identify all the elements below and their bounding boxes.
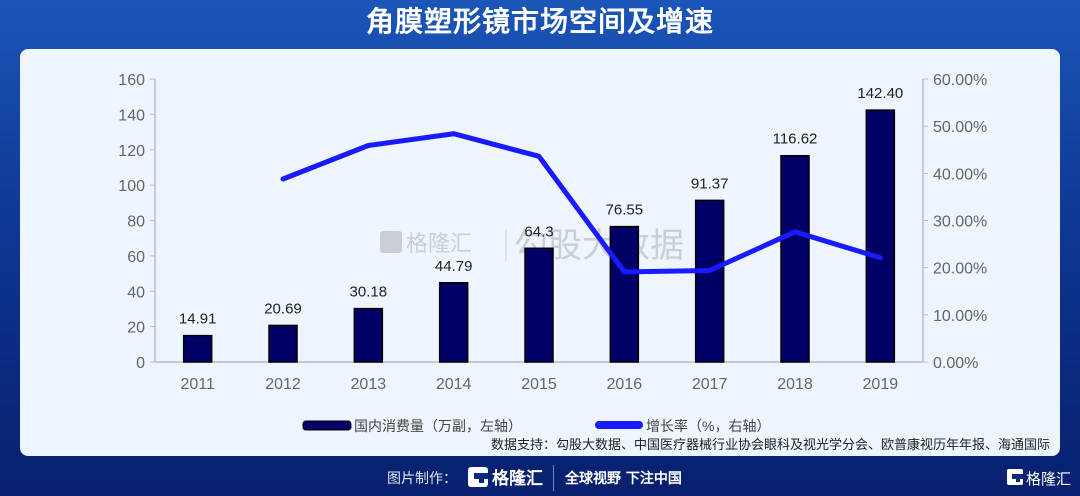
svg-text:格隆汇: 格隆汇 <box>492 468 543 488</box>
chart-panel: 格隆汇 勾股大数据 0 20 40 60 80 100 120 140 160 0.00% 10.00%… <box>20 49 1060 456</box>
made-by-label: 图片制作： <box>387 471 457 487</box>
page-title: 角膜塑形镜市场空间及增速 <box>365 5 714 38</box>
left-tick-label: 120 <box>118 143 145 160</box>
right-tick-label: 20.00% <box>933 261 987 278</box>
footer-divider <box>553 465 554 491</box>
bar <box>609 225 640 363</box>
x-tick-label: 2011 <box>180 376 215 393</box>
chart: 格隆汇 勾股大数据0204060801001201401600.00%10.00%… <box>118 72 1050 452</box>
bar <box>268 324 298 363</box>
slogan: 全球视野 下注中国 <box>565 471 682 487</box>
x-tick-label: 2012 <box>265 376 301 393</box>
bar <box>438 282 469 363</box>
right-tick-label: 30.00% <box>933 214 987 231</box>
growth-rate-line <box>280 131 883 275</box>
svg-text:格隆汇: 格隆汇 <box>406 231 472 256</box>
bar <box>780 154 810 363</box>
bar <box>694 199 725 363</box>
bar <box>865 109 896 363</box>
right-tick-label: 50.00% <box>933 119 987 136</box>
left-tick-label: 100 <box>118 178 145 195</box>
x-tick-label: 2016 <box>607 376 643 393</box>
bar-value-label: 116.62 <box>773 131 818 148</box>
x-tick-label: 2017 <box>692 376 728 393</box>
x-tick-label: 2018 <box>777 376 813 393</box>
left-tick-label: 40 <box>127 284 145 301</box>
x-tick-label: 2015 <box>521 376 557 393</box>
legend-bar-label: 国内消费量（万副，左轴） <box>354 418 522 434</box>
bar-value-label: 64.3 <box>524 223 553 240</box>
bar-value-label: 76.55 <box>606 202 644 219</box>
right-tick-label: 40.00% <box>933 166 987 183</box>
source-note: 数据支持：勾股大数据、中国医疗器械行业协会眼科及视光学分会、欧普康视历年年报、海… <box>491 437 1050 452</box>
gelonghui-logo-icon: 格隆汇 <box>468 467 543 488</box>
svg-text:格隆汇: 格隆汇 <box>1026 471 1071 488</box>
bar-value-label: 30.18 <box>350 284 388 301</box>
bar-value-label: 20.69 <box>264 300 302 317</box>
bar-value-label: 91.37 <box>691 175 729 192</box>
bar-value-label: 142.40 <box>857 85 903 102</box>
right-tick-label: 10.00% <box>933 308 987 325</box>
left-tick-label: 80 <box>127 214 145 231</box>
left-tick-label: 60 <box>127 249 145 266</box>
gelonghui-logo-right-icon: 格隆汇 <box>1007 469 1071 488</box>
left-tick-label: 20 <box>127 320 145 337</box>
x-tick-label: 2014 <box>436 376 472 393</box>
legend-line-swatch <box>595 421 643 429</box>
footer: 图片制作： 格隆汇 全球视野 下注中国 格隆汇 <box>0 458 1080 496</box>
bar <box>182 334 213 363</box>
bar-value-label: 14.91 <box>179 311 217 328</box>
right-tick-label: 60.00% <box>933 72 987 89</box>
bar-value-label: 44.79 <box>435 258 473 275</box>
left-tick-label: 140 <box>118 107 145 124</box>
left-tick-label: 0 <box>136 355 145 372</box>
left-tick-label: 160 <box>118 72 145 89</box>
legend-bar-swatch <box>302 420 352 431</box>
x-tick-label: 2019 <box>863 376 899 393</box>
bar <box>524 247 554 363</box>
legend-line-label: 增长率（%，右轴） <box>646 418 770 434</box>
x-tick-label: 2013 <box>351 376 387 393</box>
right-tick-label: 0.00% <box>933 355 978 372</box>
bar <box>353 307 384 363</box>
